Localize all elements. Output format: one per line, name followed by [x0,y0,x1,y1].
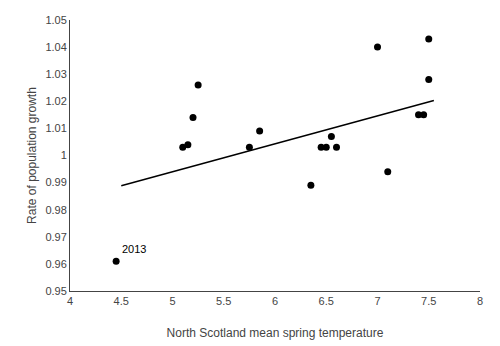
svg-text:7: 7 [374,295,380,307]
svg-text:1.04: 1.04 [45,41,66,53]
svg-text:1.05: 1.05 [45,14,66,26]
svg-text:Rate of population growth: Rate of population growth [25,87,39,224]
svg-text:4: 4 [67,295,73,307]
svg-text:0.96: 0.96 [45,258,66,270]
svg-text:0.95: 0.95 [45,285,66,297]
svg-text:7.5: 7.5 [421,295,436,307]
svg-text:0.98: 0.98 [45,204,66,216]
svg-text:0.97: 0.97 [45,231,66,243]
svg-text:1: 1 [61,149,67,161]
svg-text:1.01: 1.01 [45,122,66,134]
svg-text:0.99: 0.99 [45,176,66,188]
svg-text:5.5: 5.5 [216,295,231,307]
svg-text:8: 8 [477,295,483,307]
svg-text:1.02: 1.02 [45,95,66,107]
svg-text:1.03: 1.03 [45,68,66,80]
svg-text:6: 6 [272,295,278,307]
svg-text:4.5: 4.5 [114,295,129,307]
svg-text:6.5: 6.5 [319,295,334,307]
svg-text:5: 5 [169,295,175,307]
svg-text:North Scotland mean spring tem: North Scotland mean spring temperature [167,326,384,340]
svg-text:2013: 2013 [122,243,146,255]
